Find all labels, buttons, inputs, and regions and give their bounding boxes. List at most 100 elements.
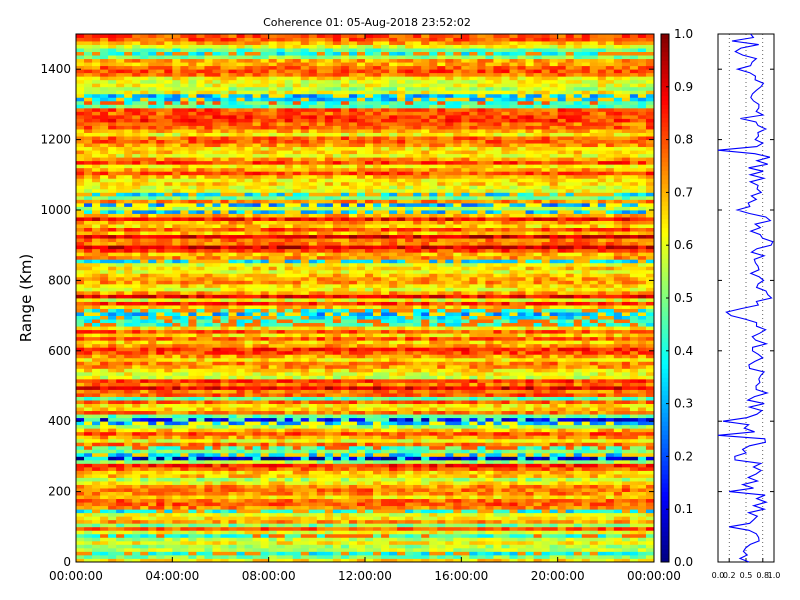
heatmap-cell bbox=[92, 551, 101, 556]
heatmap-cell bbox=[501, 400, 510, 404]
heatmap-cell bbox=[324, 481, 334, 485]
heatmap-cell bbox=[421, 459, 430, 464]
heatmap-cell bbox=[180, 505, 189, 510]
heatmap-cell bbox=[204, 382, 213, 387]
heatmap-cell bbox=[172, 512, 181, 517]
heatmap-cell bbox=[156, 495, 165, 500]
heatmap-cell bbox=[132, 375, 141, 380]
heatmap-cell bbox=[373, 537, 382, 542]
heatmap-cell bbox=[316, 347, 326, 352]
heatmap-cell bbox=[485, 421, 494, 426]
heatmap-cell bbox=[413, 442, 422, 447]
heatmap-cell bbox=[196, 512, 205, 517]
heatmap-cell bbox=[204, 523, 213, 528]
heatmap-cell bbox=[340, 329, 350, 334]
heatmap-cell bbox=[509, 523, 518, 528]
heatmap-cell bbox=[589, 354, 599, 359]
heatmap-cell bbox=[421, 523, 430, 528]
heatmap-cell bbox=[605, 414, 615, 419]
heatmap-cell bbox=[413, 474, 422, 478]
heatmap-cell bbox=[589, 519, 599, 524]
heatmap-cell bbox=[485, 456, 494, 461]
heatmap-cell bbox=[381, 537, 390, 542]
heatmap-cell bbox=[405, 378, 414, 383]
heatmap-cell bbox=[348, 459, 358, 464]
heatmap-cell bbox=[517, 523, 526, 528]
heatmap-cell bbox=[533, 449, 543, 454]
heatmap-cell bbox=[501, 547, 510, 552]
heatmap-cell bbox=[108, 396, 117, 401]
heatmap-cell bbox=[629, 530, 639, 535]
heatmap-cell bbox=[381, 400, 390, 404]
heatmap-cell bbox=[164, 512, 173, 517]
heatmap-cell bbox=[324, 382, 334, 387]
heatmap-cell bbox=[228, 466, 237, 471]
heatmap-cell bbox=[621, 343, 631, 348]
heatmap-cell bbox=[252, 347, 262, 352]
heatmap-cell bbox=[445, 516, 454, 521]
heatmap-cell bbox=[621, 329, 631, 334]
heatmap-cell bbox=[637, 452, 647, 457]
heatmap-cell bbox=[156, 421, 165, 426]
heatmap-cell bbox=[324, 519, 334, 524]
heatmap-cell bbox=[373, 400, 382, 404]
heatmap-cell bbox=[332, 403, 342, 408]
heatmap-cell bbox=[204, 329, 213, 334]
heatmap-cell bbox=[260, 347, 270, 352]
heatmap-cell bbox=[236, 428, 245, 433]
heatmap-cell bbox=[541, 470, 551, 475]
heatmap-cell bbox=[501, 393, 510, 397]
heatmap-cell bbox=[605, 547, 615, 552]
heatmap-cell bbox=[405, 400, 414, 404]
heatmap-cell bbox=[509, 371, 518, 376]
heatmap-cell bbox=[533, 347, 543, 352]
heatmap-cell bbox=[429, 488, 438, 492]
heatmap-cell bbox=[453, 431, 462, 436]
heatmap-cell bbox=[373, 509, 382, 514]
heatmap-cell bbox=[413, 495, 422, 500]
heatmap-cell bbox=[188, 350, 197, 355]
heatmap-cell bbox=[517, 463, 526, 468]
heatmap-cell bbox=[413, 456, 422, 461]
heatmap-cell bbox=[324, 336, 334, 341]
heatmap-cell bbox=[324, 389, 334, 394]
heatmap-cell bbox=[100, 389, 109, 394]
heatmap-cell bbox=[84, 459, 93, 464]
heatmap-cell bbox=[132, 459, 141, 464]
heatmap-cell bbox=[637, 382, 647, 387]
heatmap-cell bbox=[413, 403, 422, 408]
heatmap-cell bbox=[461, 361, 470, 366]
heatmap-cell bbox=[148, 382, 157, 387]
heatmap-cell bbox=[100, 343, 109, 348]
heatmap-cell bbox=[332, 452, 342, 457]
heatmap-cell bbox=[316, 364, 326, 369]
heatmap-cell bbox=[124, 329, 133, 334]
heatmap-cell bbox=[180, 491, 189, 496]
heatmap-cell bbox=[477, 357, 486, 362]
heatmap-cell bbox=[501, 357, 510, 362]
heatmap-cell bbox=[453, 400, 462, 404]
heatmap-cell bbox=[389, 537, 398, 542]
heatmap-cell bbox=[220, 357, 229, 362]
heatmap-cell bbox=[541, 491, 551, 496]
heatmap-cell bbox=[461, 530, 470, 535]
heatmap-cell bbox=[108, 459, 117, 464]
heatmap-cell bbox=[565, 378, 575, 383]
heatmap-cell bbox=[92, 393, 101, 397]
heatmap-cell bbox=[557, 463, 567, 468]
heatmap-cell bbox=[228, 414, 237, 419]
heatmap-cell bbox=[268, 421, 278, 426]
heatmap-cell bbox=[365, 512, 374, 517]
heatmap-cell bbox=[300, 340, 310, 345]
heatmap-cell bbox=[421, 463, 430, 468]
heatmap-cell bbox=[196, 421, 205, 426]
heatmap-cell bbox=[637, 340, 647, 345]
heatmap-cell bbox=[108, 452, 117, 457]
heatmap-cell bbox=[92, 519, 101, 524]
heatmap-cell bbox=[573, 414, 583, 419]
heatmap-cell bbox=[196, 364, 205, 369]
heatmap-cell bbox=[196, 474, 205, 478]
heatmap-cell bbox=[244, 431, 254, 436]
heatmap-cell bbox=[284, 445, 294, 450]
heatmap-cell bbox=[381, 326, 390, 331]
